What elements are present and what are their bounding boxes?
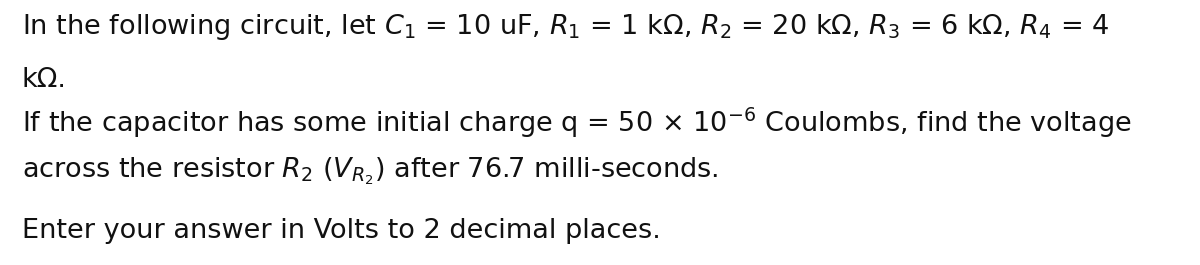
Text: kΩ.: kΩ.	[22, 68, 66, 94]
Text: across the resistor $R_2$ ($V_{R_2}$) after 76.7 milli-seconds.: across the resistor $R_2$ ($V_{R_2}$) af…	[22, 156, 718, 187]
Text: In the following circuit, let $C_1$ = 10 uF, $R_1$ = 1 kΩ, $R_2$ = 20 kΩ, $R_3$ : In the following circuit, let $C_1$ = 10…	[22, 12, 1109, 42]
Text: If the capacitor has some initial charge q = 50 $\times$ $10^{-6}$ Coulombs, fin: If the capacitor has some initial charge…	[22, 106, 1132, 140]
Text: Enter your answer in Volts to 2 decimal places.: Enter your answer in Volts to 2 decimal …	[22, 219, 660, 245]
